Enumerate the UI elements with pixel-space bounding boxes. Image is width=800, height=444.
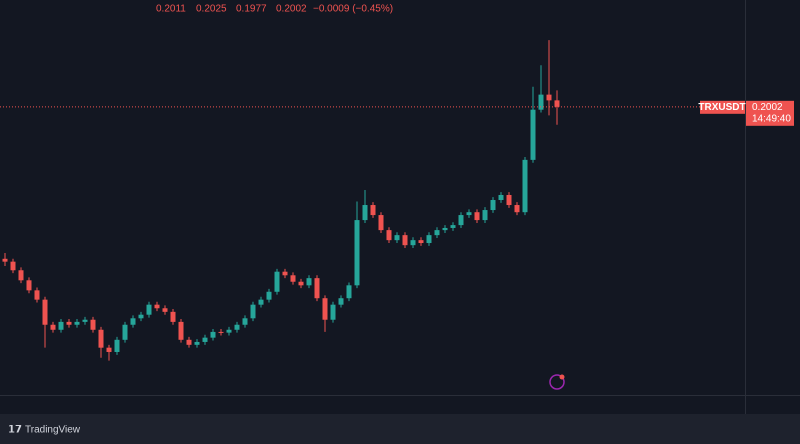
candle-body xyxy=(466,212,472,216)
candle-body xyxy=(330,304,336,320)
candle-body xyxy=(122,324,128,340)
candle-body xyxy=(234,324,240,330)
candle-body xyxy=(242,318,248,325)
candle-body xyxy=(98,329,104,348)
candle-body xyxy=(106,347,112,352)
candle-body xyxy=(90,319,96,330)
footer xyxy=(0,414,800,444)
candle-body xyxy=(202,337,208,342)
candle-body xyxy=(394,235,400,241)
candle-body xyxy=(66,321,72,325)
brand: TradingView xyxy=(25,425,81,436)
candle-body xyxy=(450,225,456,228)
candle-body xyxy=(290,275,296,282)
candle-body xyxy=(402,235,408,246)
candle-body xyxy=(386,230,392,241)
candle-body xyxy=(346,285,352,299)
candle-body xyxy=(410,240,416,246)
candle-body xyxy=(530,109,536,160)
candle-body xyxy=(130,318,136,325)
candle-body xyxy=(514,205,520,213)
high-value: 0.2025 xyxy=(196,4,227,15)
change-value: −0.0009 (−0.45%) xyxy=(313,4,393,15)
candle-body xyxy=(26,280,32,291)
open-value: 0.2011 xyxy=(156,4,186,15)
candle-body xyxy=(210,331,216,338)
candle-body xyxy=(82,319,88,322)
symbol-badge xyxy=(700,100,745,114)
candle-body xyxy=(490,200,496,211)
candle-body xyxy=(442,227,448,231)
candle-body xyxy=(506,194,512,206)
legend: 0.2011 0.2025 0.1977 0.2002 −0.0009 (−0.… xyxy=(156,4,393,15)
candle-body xyxy=(50,324,56,330)
price-badge xyxy=(746,100,794,126)
candle-body xyxy=(266,291,272,300)
candle-body xyxy=(154,304,160,309)
close-value: 0.2002 xyxy=(276,4,307,15)
candle-body xyxy=(146,304,152,315)
candle-body xyxy=(250,304,256,319)
candle-body xyxy=(434,230,440,236)
candle-body xyxy=(498,194,504,201)
low-value: 0.1977 xyxy=(236,4,267,15)
candle-body xyxy=(194,341,200,345)
alert-dot[interactable] xyxy=(559,374,565,380)
candle-body xyxy=(58,321,64,330)
candle-body xyxy=(18,270,24,281)
candle-body xyxy=(186,339,192,345)
candle-body xyxy=(378,215,384,231)
candle-body xyxy=(178,321,184,340)
price-label: 0.2002 xyxy=(752,102,783,113)
candle-body xyxy=(42,299,48,325)
candle-body xyxy=(226,329,232,333)
candle-body xyxy=(474,212,480,221)
candle-body xyxy=(418,240,424,244)
candle-body xyxy=(114,339,120,352)
candle-body xyxy=(522,159,528,213)
candle-body xyxy=(138,314,144,319)
candle-body xyxy=(306,278,312,286)
candle-body xyxy=(282,271,288,276)
logo-mark: 𝟭𝟳 xyxy=(8,425,22,436)
candle-body xyxy=(34,290,40,300)
candle-body xyxy=(74,321,80,325)
candle-body xyxy=(546,94,552,101)
candle-body xyxy=(258,299,264,305)
candle-body xyxy=(458,215,464,226)
alert-icon[interactable] xyxy=(549,374,565,390)
candle-body xyxy=(170,311,176,322)
candle-body xyxy=(10,261,16,271)
candle-body xyxy=(162,308,168,312)
candle-body xyxy=(338,298,344,305)
candle-body xyxy=(2,258,8,262)
candle-body xyxy=(362,205,368,221)
candle-body xyxy=(322,298,328,320)
countdown-label: 14:49:40 xyxy=(752,113,791,124)
candle-body xyxy=(538,94,544,110)
candle-body xyxy=(482,210,488,221)
symbol-label: TRXUSDT xyxy=(698,102,745,113)
candle-body xyxy=(218,331,224,333)
alert-circle[interactable] xyxy=(549,374,565,390)
candle-body xyxy=(314,278,320,299)
candle-body xyxy=(370,205,376,216)
candle-body xyxy=(298,281,304,286)
candle-body xyxy=(554,100,560,107)
candle-body xyxy=(426,235,432,244)
candle-body xyxy=(354,220,360,286)
candle-body xyxy=(274,271,280,292)
